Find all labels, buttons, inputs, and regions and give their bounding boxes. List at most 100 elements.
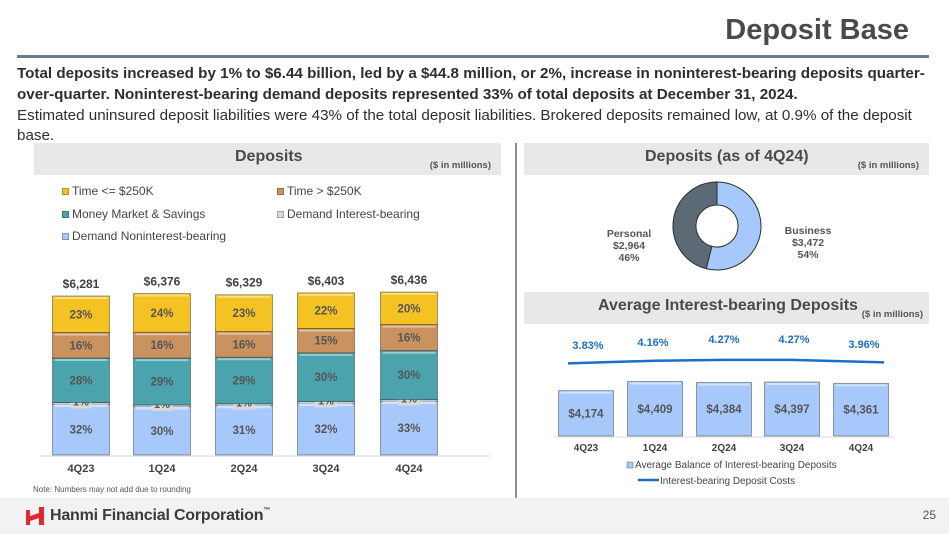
- donut-panel-header: Deposits (as of 4Q24) ($ in millions): [524, 143, 929, 175]
- summary-bold-text: Total deposits increased by 1% to $6.44 …: [17, 65, 925, 103]
- bar-segment-demand_nib: [297, 402, 355, 456]
- bar-segment-money_market: [380, 350, 438, 401]
- hanmi-logo-icon: [26, 507, 44, 525]
- bar-segment-money_market: [52, 357, 110, 404]
- x-tick-label: 4Q24: [396, 463, 424, 475]
- deposits-chart-title: Deposits: [235, 148, 303, 165]
- avg-ib-unit-note: ($ in millions): [861, 309, 923, 320]
- legend-label: Time > $250K: [287, 184, 362, 198]
- bar-bevel: [382, 351, 436, 354]
- company-name: Hanmi Financial Corporation™: [50, 507, 271, 524]
- avg-balance-bar: [764, 381, 820, 437]
- page-number: 25: [922, 508, 936, 522]
- bar-bevel: [299, 329, 353, 332]
- bar-value-label: $4,384: [706, 404, 742, 416]
- cost-label: 4.27%: [708, 334, 739, 346]
- data-label: 16%: [69, 340, 92, 352]
- bar-total-label: $6,436: [391, 273, 428, 287]
- bar-bevel: [382, 293, 436, 295]
- bar-bevel: [629, 382, 681, 385]
- x-tick-label: 4Q24: [849, 443, 874, 454]
- bar-segment-time_le_250k: [133, 293, 191, 333]
- bar-segment-money_market: [133, 357, 191, 406]
- donut-slice-business: [705, 181, 762, 271]
- legend-item-money-market: Money Market & Savings: [62, 207, 205, 221]
- legend-item-time-le-250k: Time <= $250K: [62, 184, 154, 198]
- bar-bevel: [698, 383, 750, 386]
- bar-segment-time_le_250k: [215, 294, 273, 333]
- bar-bevel: [299, 353, 353, 356]
- x-tick-label: 2Q24: [231, 463, 259, 475]
- x-tick-label: 2Q24: [712, 443, 737, 454]
- legend-swatch: [277, 210, 284, 218]
- bar-segment-time_le_250k: [297, 292, 355, 330]
- bar-value-label: $4,174: [568, 408, 604, 420]
- slide-title: Deposit Base: [725, 14, 909, 46]
- x-tick-label: 1Q24: [643, 443, 668, 454]
- bar-segment-time_gt_250k: [297, 328, 355, 354]
- bar-bevel: [217, 295, 271, 298]
- bar-bevel: [766, 382, 818, 385]
- cost-label: 3.96%: [848, 339, 879, 351]
- data-label: 30%: [314, 372, 337, 384]
- bar-segment-demand_nib: [380, 400, 438, 456]
- avg-ib-panel-header: Average Interest-bearing Deposits ($ in …: [524, 292, 929, 324]
- data-label: 16%: [397, 333, 420, 345]
- data-label: 33%: [397, 423, 420, 435]
- legend-item-demand-ib: Demand Interest-bearing: [277, 207, 420, 221]
- bar-bevel: [299, 293, 353, 296]
- panel-divider: [515, 143, 517, 498]
- data-label: 24%: [150, 308, 173, 320]
- cost-label: 3.83%: [572, 340, 603, 352]
- legend-label: Time <= $250K: [72, 184, 154, 198]
- footer: Hanmi Financial Corporation™ 25: [0, 498, 949, 534]
- x-tick-label: 4Q23: [68, 463, 95, 475]
- title-rule: [17, 55, 929, 58]
- deposits-unit-note: ($ in millions): [429, 160, 491, 171]
- data-label: 28%: [69, 375, 92, 387]
- data-label: 31%: [232, 425, 255, 437]
- legend-label-avg-balance: Average Balance of Interest-bearing Depo…: [635, 460, 837, 471]
- bar-bevel: [135, 294, 189, 297]
- legend-swatch: [62, 210, 69, 218]
- data-label: 15%: [314, 336, 337, 348]
- cost-label: 4.16%: [637, 337, 668, 349]
- avg-balance-bar: [558, 390, 614, 437]
- bar-value-label: $4,397: [774, 404, 809, 416]
- x-tick-label: 3Q24: [313, 463, 341, 475]
- rounding-note: Note: Numbers may not add due to roundin…: [33, 485, 191, 494]
- bar-bevel: [54, 296, 108, 299]
- bar-segment-time_gt_250k: [52, 332, 110, 359]
- cost-label: 4.27%: [778, 334, 809, 346]
- legend-swatch: [277, 187, 284, 195]
- bar-bevel: [54, 333, 108, 336]
- bar-segment-time_le_250k: [380, 291, 438, 326]
- legend-label: Demand Interest-bearing: [287, 207, 420, 221]
- bar-segment-time_gt_250k: [133, 331, 191, 359]
- data-label: 23%: [232, 308, 255, 320]
- donut-label-business: $3,472: [792, 237, 824, 249]
- legend-swatch: [62, 232, 69, 240]
- donut-label-personal: $2,964: [613, 240, 645, 252]
- x-tick-label: 1Q24: [149, 463, 177, 475]
- bar-segment-demand_nib: [133, 406, 191, 456]
- bar-total-label: $6,403: [308, 274, 345, 288]
- legend-label-cost-line: Interest-bearing Deposit Costs: [660, 476, 795, 487]
- data-label: 30%: [397, 370, 420, 382]
- donut-slice-personal: [672, 181, 718, 270]
- legend-item-time-gt-250k: Time > $250K: [277, 184, 362, 198]
- bar-bevel: [135, 359, 189, 362]
- bar-total-label: $6,281: [63, 277, 100, 291]
- avg-balance-bar: [627, 381, 683, 437]
- data-label: 22%: [314, 306, 337, 318]
- legend-swatch: [62, 187, 69, 195]
- bar-value-label: $4,361: [843, 405, 879, 417]
- bar-segment-time_gt_250k: [215, 331, 273, 358]
- avg-balance-bar: [696, 381, 752, 437]
- data-label: 20%: [397, 303, 420, 315]
- bar-segment-time_gt_250k: [380, 324, 438, 352]
- data-label: 32%: [314, 424, 337, 436]
- data-label: 32%: [69, 425, 92, 437]
- deposits-panel-header: Deposits ($ in millions): [34, 143, 501, 175]
